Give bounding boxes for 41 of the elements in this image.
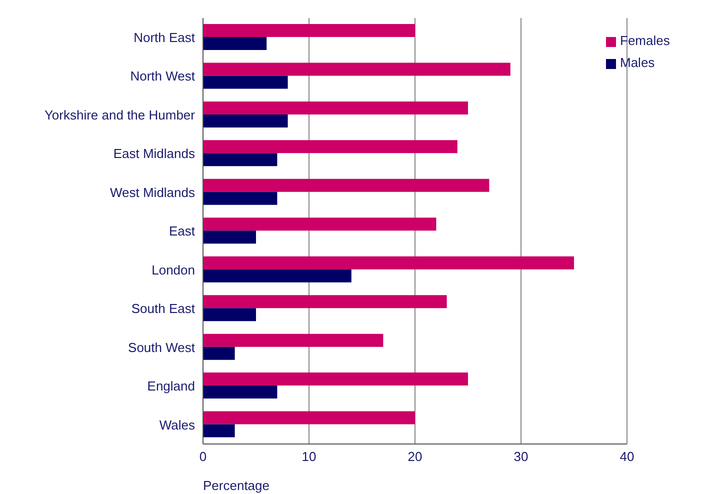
bar bbox=[203, 24, 415, 37]
y-tick-label: Wales bbox=[159, 417, 196, 432]
bar bbox=[203, 192, 278, 205]
x-axis-title: Percentage bbox=[203, 478, 270, 493]
x-tick-label: 10 bbox=[302, 449, 316, 464]
bar bbox=[203, 308, 256, 322]
y-tick-label: London bbox=[152, 262, 195, 278]
bar bbox=[203, 76, 288, 89]
bar bbox=[203, 372, 468, 386]
y-tick-label: South East bbox=[131, 301, 196, 316]
bar bbox=[203, 346, 235, 360]
x-tick-label: 20 bbox=[408, 449, 422, 464]
bar bbox=[203, 256, 574, 270]
bar bbox=[203, 295, 447, 308]
bar bbox=[203, 178, 490, 192]
bar bbox=[203, 230, 256, 244]
bar bbox=[203, 411, 415, 424]
bar bbox=[203, 153, 278, 166]
bar bbox=[203, 386, 278, 399]
bar bbox=[203, 269, 352, 282]
y-tick-label: North East bbox=[134, 30, 196, 45]
y-tick-label: England bbox=[147, 378, 195, 394]
bar bbox=[203, 101, 468, 114]
bar bbox=[203, 334, 384, 347]
bar bbox=[203, 62, 510, 76]
legend-label: Females bbox=[620, 33, 670, 48]
bar bbox=[203, 218, 436, 231]
y-tick-label: East bbox=[168, 224, 196, 239]
bar bbox=[203, 114, 288, 128]
x-tick-label: 0 bbox=[199, 449, 207, 464]
x-tick-label: 40 bbox=[620, 449, 634, 464]
legend-label: Males bbox=[620, 55, 655, 70]
y-tick-label: Yorkshire and the Humber bbox=[44, 107, 196, 122]
y-tick-label: South West bbox=[128, 340, 196, 355]
bar bbox=[203, 37, 267, 50]
bar bbox=[203, 424, 235, 438]
y-tick-label: North West bbox=[130, 68, 196, 84]
y-tick-label: West Midlands bbox=[110, 184, 196, 200]
y-tick-label: East Midlands bbox=[113, 146, 196, 162]
bar bbox=[203, 140, 458, 154]
x-tick-label: 30 bbox=[514, 449, 528, 464]
